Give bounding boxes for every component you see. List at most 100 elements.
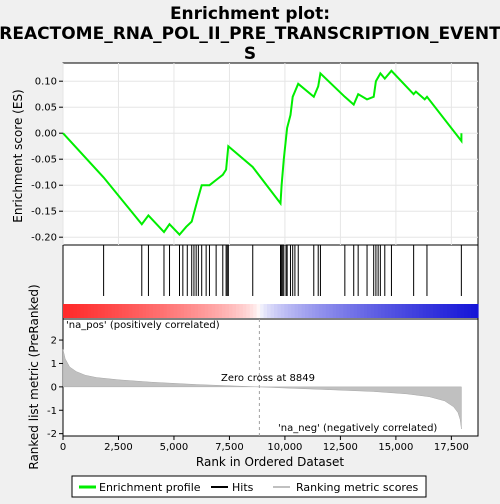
color-bar-segment	[232, 304, 237, 318]
x-axis-label: Rank in Ordered Dataset	[196, 455, 344, 469]
x-tick-label: 2,500	[104, 442, 133, 453]
es-y-axis: -0.20 -0.15 -0.10 -0.05 0.00 0.05 0.10	[31, 77, 63, 244]
color-bar-segment	[135, 304, 140, 318]
color-bar-segment	[184, 304, 189, 318]
hits-ticks	[103, 245, 462, 296]
color-bar-segment	[450, 304, 455, 318]
color-bar-segment	[464, 304, 469, 318]
color-bar-segment	[363, 304, 368, 318]
color-bar-segment	[391, 304, 396, 318]
es-panel-frame	[62, 62, 479, 246]
color-bar-segment	[177, 304, 182, 318]
legend-metric-label: Ranking metric scores	[296, 481, 418, 494]
color-bar-segment	[277, 304, 282, 318]
color-bar-segment	[194, 304, 199, 318]
color-bar-segment	[90, 304, 95, 318]
color-bar-segment	[132, 304, 137, 318]
metric-y-tick-label: 0	[51, 382, 57, 393]
color-bar-segment	[284, 304, 289, 318]
color-bar-segment	[356, 304, 362, 318]
color-bar-segment	[301, 304, 306, 318]
color-bar-segment	[249, 304, 254, 318]
title-line-3: S	[244, 44, 256, 64]
color-bar-segment	[339, 304, 344, 318]
color-bar-segment	[350, 304, 355, 318]
color-bar-segment	[388, 304, 393, 318]
x-axis: 0 2,500 5,000 7,500 10,000 12,500 15,000 17,500	[60, 436, 469, 453]
color-bar-segment	[125, 304, 130, 318]
color-bar-segment	[343, 304, 348, 318]
color-bar-segment	[267, 304, 272, 318]
x-tick-label: 12,500	[323, 442, 358, 453]
color-bar-segment	[76, 304, 81, 318]
color-bar-segment	[443, 304, 448, 318]
color-bar-segment	[222, 304, 227, 318]
color-bar-segment	[439, 304, 445, 318]
color-bar-segment	[152, 304, 157, 318]
color-bar-segment	[215, 304, 220, 318]
neg-label: 'na_neg' (negatively correlated)	[278, 423, 437, 434]
color-bar-segment	[374, 304, 379, 318]
color-bar-segment	[242, 304, 247, 318]
color-bar-segment	[315, 304, 320, 318]
metric-y-axis: -2 -1 0 1 2	[47, 336, 63, 440]
color-bar-segment	[408, 304, 413, 318]
color-bar-segment	[336, 304, 341, 318]
color-bar-segment	[190, 304, 196, 318]
es-y-tick-label: -0.15	[31, 207, 57, 218]
color-bar-segment	[308, 304, 313, 318]
color-bar-segment	[325, 304, 330, 318]
color-bar-segment	[280, 304, 285, 318]
color-bar-segment	[94, 304, 99, 318]
color-bar-segment	[367, 304, 372, 318]
color-bar-segment	[346, 304, 351, 318]
color-bar-segment	[73, 304, 78, 318]
metric-y-tick-label: 1	[51, 359, 57, 370]
color-bar-segment	[107, 304, 113, 318]
color-bar-segment	[370, 304, 375, 318]
color-bar-segment	[118, 304, 123, 318]
color-bar-segment	[142, 304, 147, 318]
enrichment-profile-line	[62, 69, 463, 237]
color-bar-segment	[381, 304, 386, 318]
color-bar-segment	[104, 304, 109, 318]
color-bar-segment	[208, 304, 213, 318]
color-bar-segment	[156, 304, 161, 318]
es-y-tick-label: -0.05	[31, 155, 57, 166]
es-y-tick-label: -0.10	[31, 181, 57, 192]
x-tick-label: 0	[60, 442, 66, 453]
metric-y-tick-label: -1	[47, 406, 57, 417]
color-bar-segment	[201, 304, 206, 318]
x-tick-label: 10,000	[267, 442, 302, 453]
color-bar-segment	[170, 304, 175, 318]
color-bar-segment	[163, 304, 168, 318]
color-bar-segment	[180, 304, 185, 318]
color-bar-segment	[128, 304, 133, 318]
color-bar-segment	[360, 304, 365, 318]
es-y-label: Enrichment score (ES)	[11, 89, 25, 222]
es-y-tick-label: 0.00	[35, 129, 57, 140]
title-line-1: Enrichment plot:	[170, 4, 330, 24]
legend: Enrichment profile Hits Ranking metric s…	[71, 475, 427, 498]
color-bar-segment	[377, 304, 382, 318]
color-bar-segment	[139, 304, 144, 318]
color-bar-segment	[305, 304, 310, 318]
color-bar-segment	[101, 304, 106, 318]
color-bar-segment	[467, 304, 472, 318]
color-bar-segment	[287, 304, 292, 318]
enrichment-profile	[62, 69, 463, 237]
ranked-metric-area	[62, 319, 462, 436]
color-bar-segment	[121, 304, 126, 318]
color-bar-segment	[173, 304, 178, 318]
color-bar-segment	[298, 304, 303, 318]
color-bar-segment	[322, 304, 327, 318]
color-bar-segment	[80, 304, 85, 318]
x-tick-label: 5,000	[160, 442, 189, 453]
legend-box	[71, 475, 427, 498]
legend-profile-label: Enrichment profile	[99, 481, 201, 494]
color-bar-segment	[273, 304, 279, 318]
color-bar-segment	[225, 304, 230, 318]
color-bar-segment	[412, 304, 417, 318]
color-bar-segment	[398, 304, 403, 318]
color-bar-segment	[318, 304, 323, 318]
